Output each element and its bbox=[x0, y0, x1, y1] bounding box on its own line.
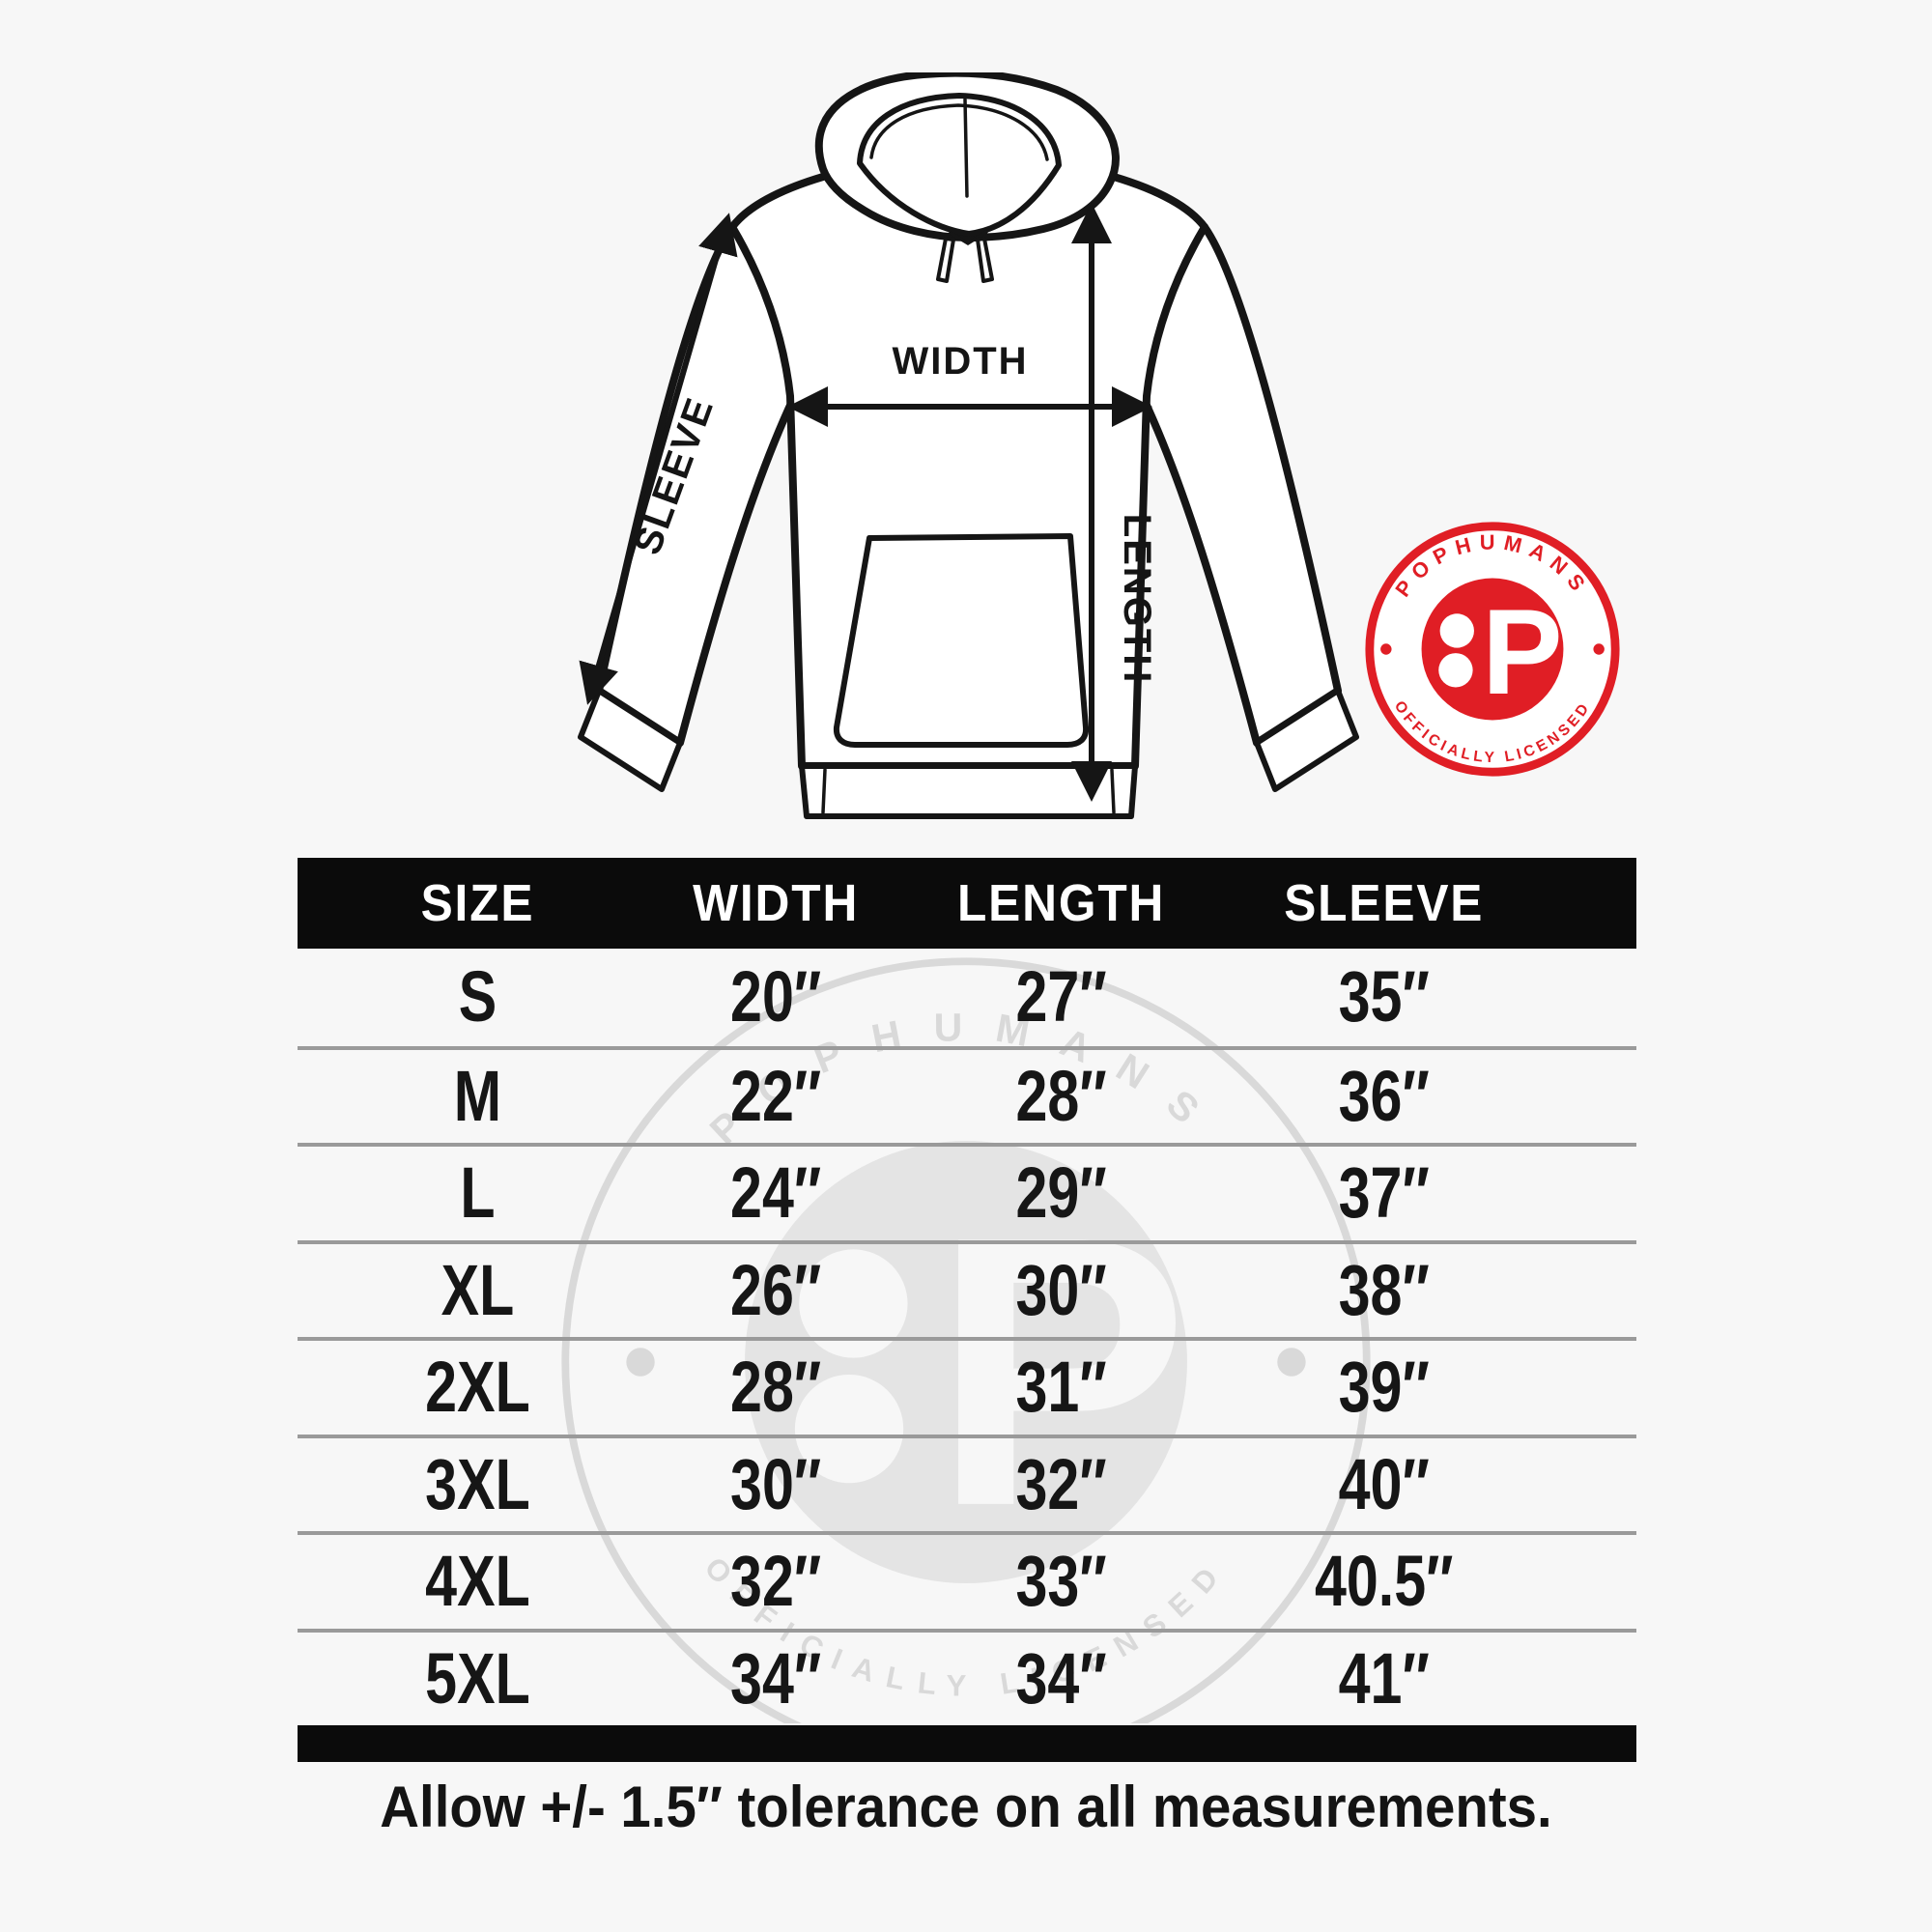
length-cell: 29″ bbox=[1015, 1152, 1107, 1234]
width-cell: 34″ bbox=[729, 1637, 822, 1719]
width-cell: 28″ bbox=[729, 1347, 822, 1428]
width-cell: 20″ bbox=[729, 956, 822, 1037]
length-label: LENGTH bbox=[1116, 514, 1158, 684]
size-table-body: S 20″ 27″ 35″ M 22″ 28″ 36″ L 24″ 29″ 37″ XL 26″ 30″ 38… bbox=[298, 949, 1636, 1725]
length-cell: 31″ bbox=[1015, 1347, 1107, 1428]
width-cell: 26″ bbox=[729, 1249, 822, 1330]
table-row: L 24″ 29″ 37″ bbox=[298, 1143, 1636, 1240]
width-cell: 22″ bbox=[729, 1055, 822, 1136]
column-header-size: SIZE bbox=[420, 874, 535, 932]
hoodie-collar-crossover bbox=[949, 230, 988, 246]
hoodie-hem-ribs bbox=[821, 768, 1116, 814]
hoodie-hood-back-seam bbox=[963, 98, 969, 198]
table-footer-bar bbox=[298, 1725, 1636, 1762]
table-row: 3XL 30″ 32″ 40″ bbox=[298, 1434, 1636, 1532]
hoodie-right-cuff bbox=[1254, 688, 1359, 792]
sleeve-cell: 39″ bbox=[1339, 1347, 1431, 1428]
length-cell: 34″ bbox=[1015, 1637, 1107, 1719]
width-label: WIDTH bbox=[892, 340, 1028, 383]
watermark-colon-dot-bottom bbox=[794, 1374, 904, 1484]
sleeve-cell: 35″ bbox=[1339, 956, 1431, 1037]
table-row: 2XL 28″ 31″ 39″ bbox=[298, 1337, 1636, 1435]
hoodie-drawstring-right bbox=[976, 237, 994, 283]
watermark-colon-dot-top bbox=[799, 1249, 908, 1358]
sleeve-cell: 40.5″ bbox=[1315, 1541, 1455, 1622]
tolerance-note: Allow +/- 1.5″ tolerance on all measurem… bbox=[380, 1775, 1552, 1839]
table-row: M 22″ 28″ 36″ bbox=[298, 1045, 1636, 1144]
size-cell: XL bbox=[440, 1249, 515, 1330]
sleeve-cell: 40″ bbox=[1339, 1443, 1431, 1524]
hoodie-hood-opening bbox=[857, 93, 1062, 237]
width-cell: 24″ bbox=[729, 1152, 822, 1234]
sleeve-cell: 38″ bbox=[1339, 1249, 1431, 1330]
size-cell: 3XL bbox=[425, 1443, 530, 1524]
sleeve-cell: 36″ bbox=[1339, 1055, 1431, 1136]
badge-side-dot-right bbox=[1593, 643, 1605, 655]
hoodie-drawstring-left bbox=[936, 237, 955, 283]
length-cell: 30″ bbox=[1015, 1249, 1107, 1330]
watermark-side-dot-left bbox=[626, 1348, 655, 1377]
hoodie-hem-band bbox=[799, 763, 1138, 819]
pophumans-watermark-seal: P POPHUMANS OFFICIALLY LICENSED bbox=[561, 957, 1371, 1723]
size-cell: S bbox=[458, 956, 497, 1037]
size-table: SIZE WIDTH LENGTH SLEEVE S 20″ 27″ 35″ M 22″ 2… bbox=[298, 858, 1636, 1762]
size-cell: M bbox=[453, 1055, 502, 1136]
size-cell: 5XL bbox=[425, 1637, 530, 1719]
column-header-sleeve: SLEEVE bbox=[1284, 874, 1485, 932]
table-row: 5XL 34″ 34″ 41″ bbox=[298, 1628, 1636, 1726]
sleeve-cell: 41″ bbox=[1339, 1637, 1431, 1719]
table-row: XL 26″ 30″ 38″ bbox=[298, 1239, 1636, 1338]
width-cell: 32″ bbox=[729, 1541, 822, 1622]
table-row: 4XL 32″ 33″ 40.5″ bbox=[298, 1531, 1636, 1629]
watermark-monogram: P bbox=[932, 1157, 1188, 1586]
watermark-side-dot-right bbox=[1277, 1348, 1306, 1377]
column-header-length: LENGTH bbox=[957, 874, 1166, 932]
badge-side-dot-left bbox=[1380, 643, 1392, 655]
size-cell: L bbox=[460, 1152, 496, 1234]
column-header-width: WIDTH bbox=[693, 874, 860, 932]
watermark-clip: P POPHUMANS OFFICIALLY LICENSED bbox=[549, 945, 1383, 1723]
table-row: S 20″ 27″ 35″ bbox=[298, 949, 1636, 1046]
size-cell: 2XL bbox=[425, 1347, 530, 1428]
hoodie-left-cuff bbox=[578, 688, 683, 792]
hoodie-kangaroo-pocket bbox=[833, 533, 1090, 748]
length-cell: 28″ bbox=[1015, 1055, 1107, 1136]
length-cell: 33″ bbox=[1015, 1541, 1107, 1622]
sleeve-arrow bbox=[579, 213, 738, 705]
watermark-outer-ring bbox=[561, 957, 1371, 1723]
size-table-header: SIZE WIDTH LENGTH SLEEVE bbox=[298, 858, 1636, 949]
size-cell: 4XL bbox=[425, 1541, 530, 1622]
length-cell: 27″ bbox=[1015, 956, 1107, 1037]
officially-licensed-badge: P POPHUMANS OFFICIALLY LICENSED bbox=[1365, 522, 1620, 777]
badge-monogram: P bbox=[1482, 584, 1562, 720]
badge-colon-dot-bottom bbox=[1438, 653, 1473, 688]
sleeve-cell: 37″ bbox=[1339, 1152, 1431, 1234]
hoodie-hood-inner-rim bbox=[869, 103, 1049, 161]
width-cell: 30″ bbox=[729, 1443, 822, 1524]
hoodie-measurement-diagram: WIDTH LENGTH SLEEVE bbox=[578, 72, 1359, 819]
length-cell: 32″ bbox=[1015, 1443, 1107, 1524]
badge-colon-dot-top bbox=[1439, 613, 1474, 648]
